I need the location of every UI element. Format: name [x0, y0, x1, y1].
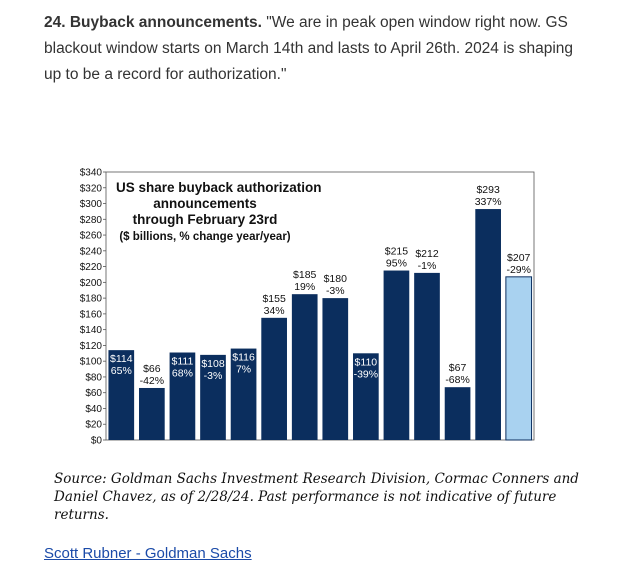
pct-change-label: 337%: [475, 196, 502, 208]
value-label: $215: [385, 246, 409, 258]
bar-2011: [108, 350, 135, 440]
y-axis: $0 $20 $40 $60 $80 $100 $120 $140 $160 $180 $200 $2…: [80, 168, 106, 447]
post-paragraph: 24. Buyback announcements. "We are in pe…: [44, 10, 589, 88]
y-tick-label: $100: [80, 357, 103, 368]
pct-change-label: -3%: [326, 285, 345, 297]
bar-2014: [200, 354, 226, 440]
bar-2015: [230, 348, 257, 440]
pct-change-label: -1%: [418, 260, 437, 272]
pct-change-label: 19%: [294, 281, 315, 293]
value-label: $66: [143, 363, 161, 375]
value-label: $114: [110, 353, 133, 365]
y-tick-label: $280: [80, 215, 103, 226]
value-label: $185: [293, 269, 317, 281]
source-note: Source: Goldman Sachs Investment Researc…: [54, 471, 579, 523]
value-label: $67: [449, 362, 467, 374]
bar-2023: [475, 209, 501, 440]
author-link[interactable]: Scott Rubner - Goldman Sachs: [44, 545, 252, 562]
bar-2020: [383, 270, 410, 440]
pct-change-label: -29%: [506, 264, 531, 276]
bars: [108, 209, 533, 441]
chart-title-line: through February 23rd: [133, 212, 278, 227]
y-tick-label: $20: [85, 420, 102, 431]
post-quote: "We are in peak open window right now. G…: [44, 14, 574, 83]
value-label: $207: [507, 252, 531, 264]
chart-subtitle: ($ billions, % change year/year): [119, 231, 290, 243]
chart-title-line: announcements: [153, 196, 257, 211]
value-label: $212: [415, 248, 439, 260]
bar-2022: [444, 387, 471, 440]
y-tick-label: $220: [80, 262, 103, 273]
pct-change-label: 7%: [236, 364, 251, 376]
value-label: $155: [262, 293, 286, 305]
y-tick-label: $120: [80, 341, 103, 352]
plot-frame: [105, 171, 535, 441]
buyback-chart: $0 $20 $40 $60 $80 $100 $120 $140 $160 $180 $200 $2…: [70, 166, 550, 446]
pct-change-label: 65%: [111, 365, 132, 377]
pct-change-label: -42%: [140, 375, 165, 387]
pct-change-label: 95%: [386, 258, 407, 270]
y-tick-label: $340: [80, 168, 103, 179]
y-tick-label: $180: [80, 294, 103, 305]
y-tick-label: $320: [80, 183, 103, 194]
value-label: $116: [232, 352, 255, 364]
chart-title: US share buyback authorizationannounceme…: [116, 180, 322, 243]
pct-change-label: 34%: [264, 305, 285, 317]
y-tick-label: $80: [85, 372, 102, 383]
value-label: $108: [201, 358, 225, 370]
y-tick-label: $300: [80, 199, 103, 210]
y-tick-label: $240: [80, 246, 103, 257]
pct-change-label: -3%: [204, 370, 223, 382]
pct-change-label: 68%: [172, 368, 193, 380]
value-label: $180: [324, 273, 348, 285]
chart-title-line: US share buyback authorization: [116, 180, 322, 195]
value-label: $110: [355, 356, 378, 368]
y-tick-label: $140: [80, 325, 103, 336]
chart-svg: $0 $20 $40 $60 $80 $100 $120 $140 $160 $180 $200 $2…: [80, 168, 535, 447]
bar-2019: [353, 353, 379, 440]
value-label: $293: [476, 184, 500, 196]
bar-2013: [169, 352, 196, 440]
pct-change-label: -68%: [445, 374, 470, 386]
bar-2012: [139, 387, 165, 440]
bar-2017: [291, 294, 318, 440]
pct-change-label: -39%: [354, 368, 379, 380]
y-tick-label: $200: [80, 278, 103, 289]
y-tick-label: $260: [80, 231, 103, 242]
y-tick-label: $40: [85, 404, 102, 415]
y-tick-label: $0: [91, 436, 103, 447]
post-heading: 24. Buyback announcements.: [44, 14, 262, 31]
y-tick-label: $160: [80, 309, 103, 320]
y-tick-label: $60: [85, 388, 102, 399]
bar-2024: [505, 276, 533, 441]
bar-2016: [261, 317, 287, 440]
value-label: $111: [172, 356, 194, 368]
bar-2021: [414, 272, 440, 440]
bar-2018: [322, 298, 349, 440]
